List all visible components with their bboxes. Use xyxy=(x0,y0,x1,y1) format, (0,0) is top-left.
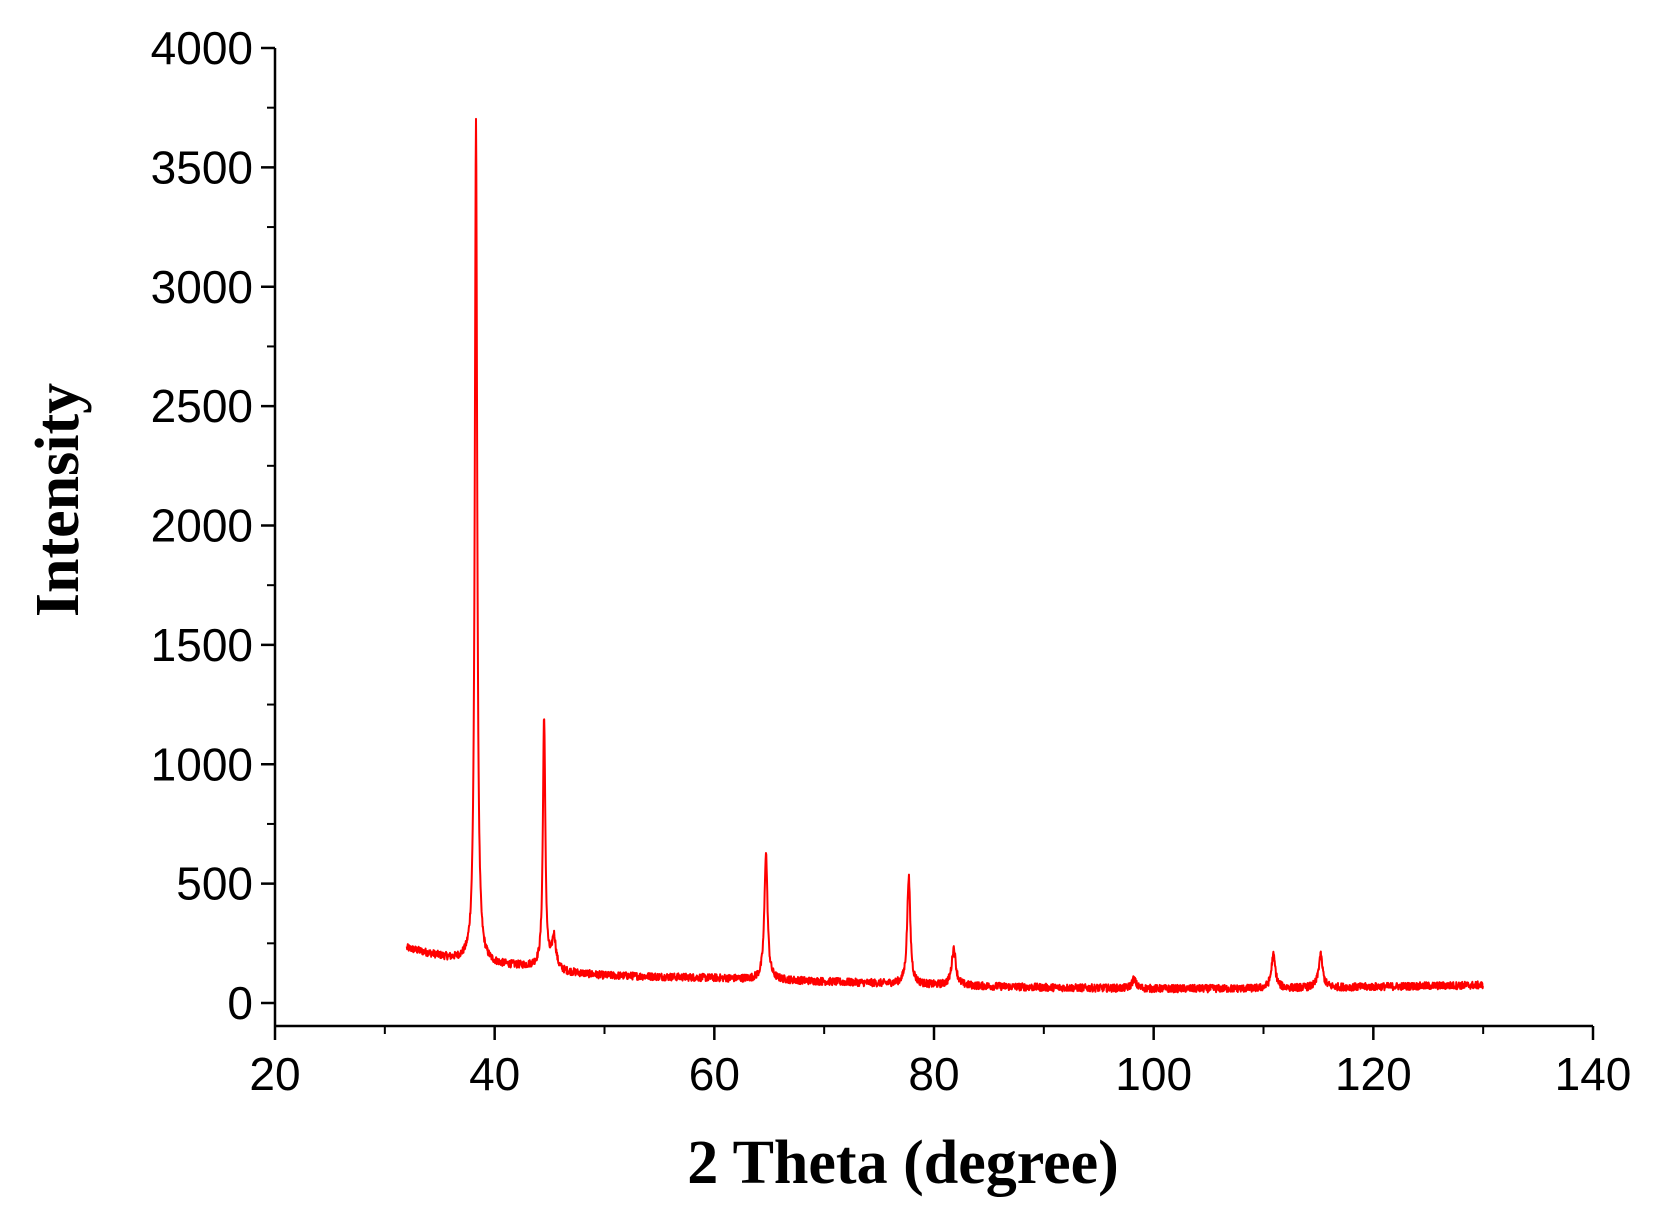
y-tick-label: 1000 xyxy=(151,738,253,790)
peak-point xyxy=(1320,955,1321,956)
y-tick-label: 2000 xyxy=(151,500,253,552)
x-tick-label: 20 xyxy=(249,1048,300,1100)
x-tick-label: 40 xyxy=(469,1048,520,1100)
axes: 20 40 60 80 100 120 140 0 500 1000 1500 2000 2500 300… xyxy=(151,22,1632,1100)
y-tick-label: 1500 xyxy=(151,619,253,671)
x-tick-label: 140 xyxy=(1555,1048,1632,1100)
x-tick-label: 80 xyxy=(908,1048,959,1100)
peak-point xyxy=(908,876,909,877)
peak-point xyxy=(765,852,766,853)
y-tick-label: 4000 xyxy=(151,22,253,74)
peak-point xyxy=(475,122,476,123)
y-tick-label: 0 xyxy=(227,977,253,1029)
peak-point xyxy=(1273,955,1274,956)
y-axis-title: Intensity xyxy=(24,383,92,617)
peak-point xyxy=(1133,979,1134,980)
x-tick-label: 100 xyxy=(1115,1048,1192,1100)
peak-point xyxy=(953,948,954,949)
x-axis-title: 2 Theta (degree) xyxy=(687,1129,1119,1197)
y-tick-label: 2500 xyxy=(151,380,253,432)
y-tick-label: 3500 xyxy=(151,141,253,193)
plot-area xyxy=(405,117,1484,994)
peak-point xyxy=(553,938,554,939)
peak-point xyxy=(544,716,545,717)
y-tick-label: 500 xyxy=(176,858,253,910)
x-tick-label: 120 xyxy=(1335,1048,1412,1100)
x-tick-label: 60 xyxy=(689,1048,740,1100)
y-tick-label: 3000 xyxy=(151,261,253,313)
series-line xyxy=(405,117,1484,994)
